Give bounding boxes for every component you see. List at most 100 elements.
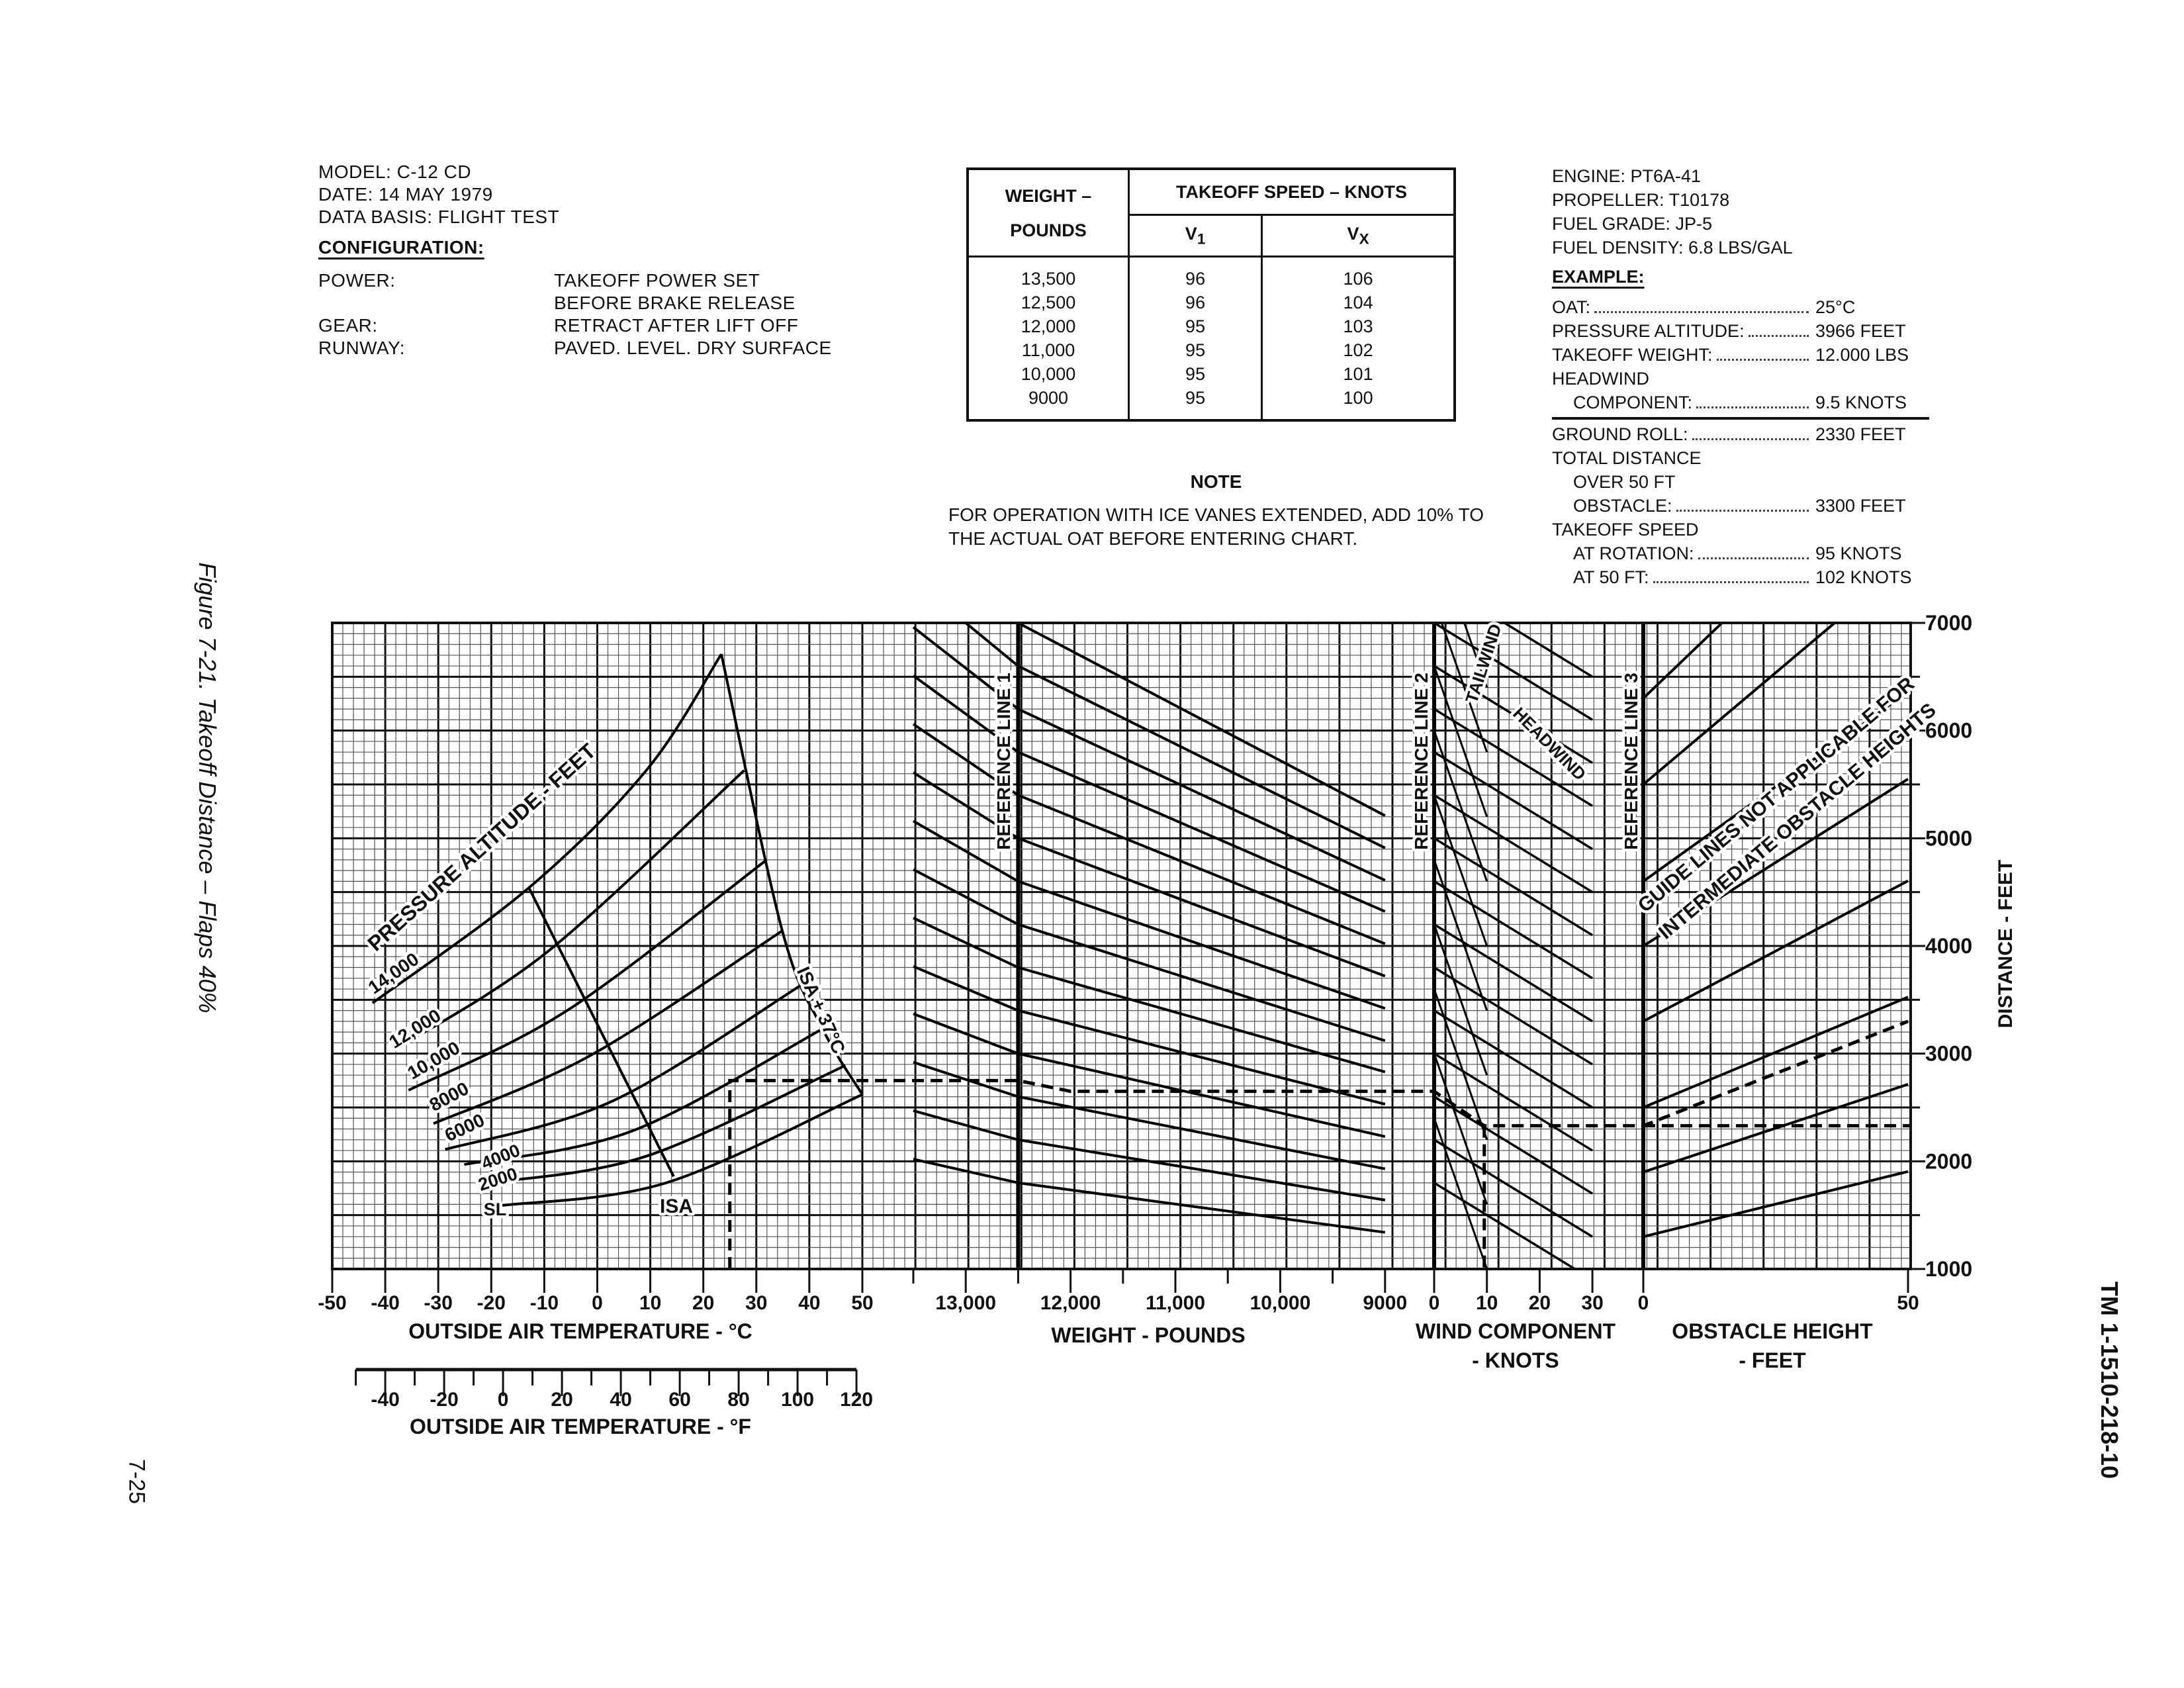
weight-header-line-2: POUNDS — [1010, 220, 1087, 240]
leader-dots — [1698, 557, 1809, 559]
config-row: POWER: TAKEOFF POWER SET — [318, 269, 832, 292]
oat-c-tick-label: -30 — [424, 1292, 453, 1314]
cell-vx: 100 — [1261, 386, 1456, 420]
weight-header-line-1: WEIGHT – — [1005, 185, 1092, 206]
reference-line-2-label: REFERENCE LINE 2 — [1411, 673, 1432, 850]
oat-c-tick-label: 20 — [692, 1292, 714, 1314]
tailwind-guide-line — [1433, 988, 1488, 1141]
wind-tick-label: 20 — [1529, 1292, 1551, 1314]
takeoff-speed-table: WEIGHT – POUNDS TAKEOFF SPEED – KNOTS V1… — [966, 167, 1456, 422]
distance-tick-label: 6000 — [1925, 719, 1972, 743]
headwind-guide-line — [1433, 1053, 1594, 1152]
oat-c-tick-label: -20 — [477, 1292, 506, 1314]
cell-vx: 104 — [1261, 291, 1456, 314]
distance-axis-title: DISTANCE - FEET — [1995, 860, 2017, 1028]
headwind-guide-line — [1433, 794, 1594, 894]
altitude-label-sl: SL — [484, 1199, 507, 1219]
weight-guide-line — [913, 965, 1386, 1106]
oat-c-tick-label: 50 — [851, 1292, 873, 1314]
headwind-guide-line — [1433, 880, 1594, 980]
obstacle-axis-title-2: - FEET — [1739, 1348, 1806, 1372]
weight-guide-line — [913, 1109, 1386, 1201]
example-value: 102 KNOTS — [1815, 567, 1912, 587]
weight-guide-line — [912, 675, 1386, 913]
example-row: PRESSURE ALTITUDE: 3966 FEET — [1552, 319, 1929, 343]
example-row: OVER 50 FT — [1552, 470, 1929, 494]
altitude-curve-14000 — [371, 653, 723, 1004]
cell-weight: 12,000 — [966, 314, 1130, 338]
cell-vx: 103 — [1261, 314, 1456, 338]
weight-guide-line — [913, 1060, 1386, 1170]
weight-guide-line — [912, 626, 1386, 882]
weight-guide-line — [1016, 623, 1386, 817]
example-row: AT ROTATION: 95 KNOTS — [1552, 541, 1929, 565]
example-row: GROUND ROLL: 2330 FEET — [1552, 422, 1929, 446]
cell-vx: 106 — [1261, 256, 1456, 291]
headwind-guide-line — [1433, 1009, 1594, 1109]
distance-tick-label: 2000 — [1925, 1149, 1972, 1173]
tailwind-guide-line — [1463, 623, 1488, 688]
headwind-guide-line — [1502, 623, 1594, 678]
cell-v1: 95 — [1127, 338, 1263, 362]
distance-tick-label: 1000 — [1925, 1257, 1972, 1281]
obstacle-tick-label: 0 — [1638, 1292, 1649, 1314]
example-label: OVER 50 FT — [1573, 472, 1676, 492]
example-results: GROUND ROLL: 2330 FEET TOTAL DISTANCE OVER … — [1552, 422, 1929, 589]
cell-v1: 96 — [1127, 291, 1263, 314]
distance-tick-label: 7000 — [1925, 611, 1972, 635]
wind-tick-label: 10 — [1476, 1292, 1498, 1314]
example-label: AT ROTATION: — [1573, 543, 1694, 563]
obstacle-tick-label: 50 — [1897, 1292, 1919, 1314]
example-row: TOTAL DISTANCE — [1552, 446, 1929, 470]
chart-marks — [371, 623, 1911, 1269]
tailwind-guide-line — [1433, 665, 1488, 818]
vx-sub: X — [1359, 230, 1369, 248]
oat-f-tick-label: 20 — [551, 1389, 572, 1411]
leader-dots — [1696, 406, 1809, 408]
oat-c-tick-label: -40 — [371, 1292, 399, 1314]
vx-main: V — [1347, 223, 1359, 244]
obstacle-guide-line — [1643, 1083, 1909, 1174]
headwind-guide-line — [1433, 1096, 1594, 1195]
propeller-text: PROPELLER: T10178 — [1552, 190, 1730, 210]
weight-tick-label: 12,000 — [1040, 1292, 1101, 1314]
chart-axes: -50 -40 -30 -20 -10 0 10 20 30 40 50 13,000 12,000 11… — [318, 611, 1972, 1411]
pressure-altitude-label: PRESSURE ALTITUDE - FEET — [363, 739, 600, 956]
example-row: COMPONENT: 9.5 KNOTS — [1552, 391, 1929, 414]
weight-guide-line — [913, 1158, 1386, 1234]
oat-f-tick-label: 100 — [781, 1389, 814, 1411]
altitude-curve-2000 — [490, 1064, 846, 1184]
oat-f-tick-label: 80 — [727, 1389, 749, 1411]
example-value: 2330 FEET — [1815, 424, 1906, 444]
headwind-guide-line — [1433, 708, 1594, 808]
weight-guide-line — [913, 868, 1386, 1043]
distance-tick-label: 3000 — [1925, 1042, 1972, 1066]
obstacle-guide-line — [1642, 623, 1724, 700]
fuel-grade-text: FUEL GRADE: JP-5 — [1552, 214, 1713, 234]
example-row: OBSTACLE: 3300 FEET — [1552, 494, 1929, 518]
note-text: FOR OPERATION WITH ICE VANES EXTENDED, A… — [948, 504, 1484, 549]
example-row: OAT: 25°C — [1552, 295, 1929, 319]
cell-v1: 96 — [1127, 256, 1263, 291]
weight-guide-line — [964, 623, 1386, 849]
obstacle-axis-title: OBSTACLE HEIGHT — [1672, 1319, 1873, 1343]
obstacle-guide-line — [1643, 996, 1909, 1109]
tailwind-guide-line — [1433, 794, 1488, 947]
oat-c-tick-label: 10 — [639, 1292, 661, 1314]
speed-table-row: 12,000 95 103 — [966, 314, 1456, 338]
example-label: OAT: — [1552, 297, 1591, 317]
example-value: 25°C — [1815, 297, 1856, 317]
tailwind-guide-line — [1433, 730, 1488, 882]
leader-dots — [1716, 359, 1809, 361]
headwind-guide-line — [1433, 623, 1594, 721]
oat-c-tick-label: -10 — [530, 1292, 559, 1314]
wind-tick-label: 30 — [1581, 1292, 1603, 1314]
obstacle-guide-line — [1643, 1170, 1909, 1239]
v1-header: V1 — [1127, 214, 1263, 258]
weight-header: WEIGHT – POUNDS — [966, 169, 1130, 258]
fuel-density-text: FUEL DENSITY: 6.8 LBS/GAL — [1552, 238, 1793, 258]
tailwind-guide-line — [1433, 1117, 1488, 1269]
oat-f-tick-label: 120 — [840, 1389, 873, 1411]
boundary-isa-37-c — [719, 653, 864, 1096]
